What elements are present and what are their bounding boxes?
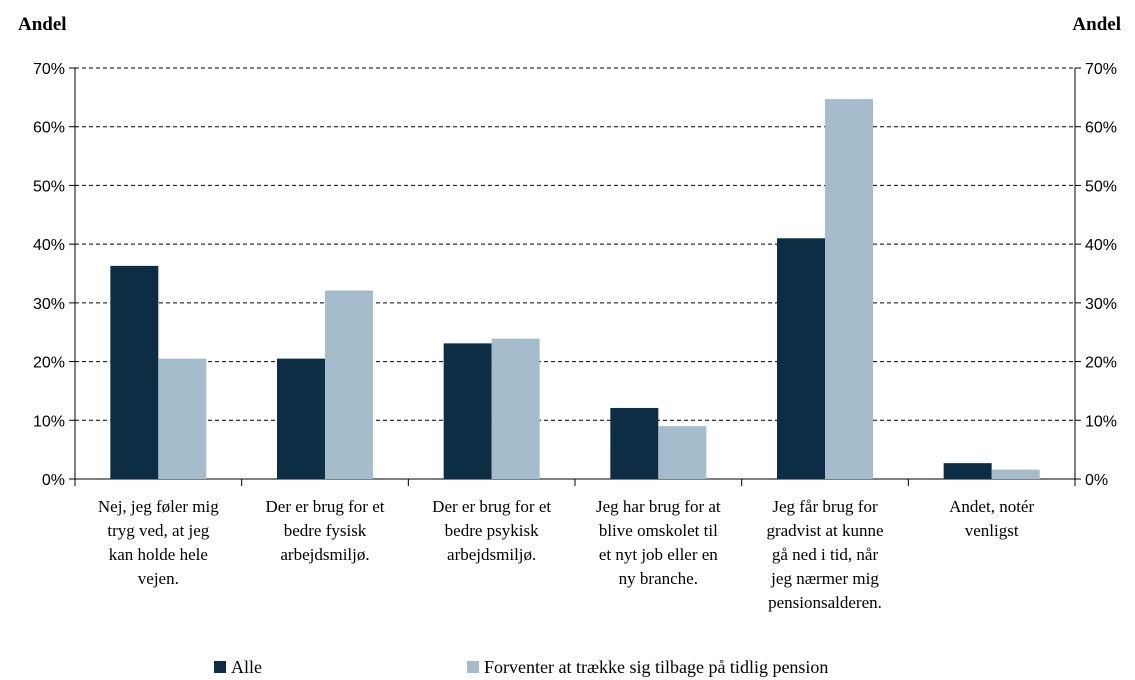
legend-item-series-2: Forventer at trække sig tilbage på tidli… [467, 656, 828, 678]
bar-series-1 [943, 463, 992, 479]
bar-series-1 [110, 265, 159, 479]
left-tick-label: 10% [33, 413, 65, 430]
bar-series-2 [991, 469, 1040, 479]
left-axis-title: Andel [18, 14, 67, 35]
left-tick-label: 50% [33, 178, 65, 195]
left-tick-label: 40% [33, 237, 65, 254]
right-tick-label: 70% [1085, 61, 1117, 78]
category-label: Der er brug for et bedre fysisk arbejdsm… [265, 497, 385, 564]
right-tick-label: 50% [1085, 178, 1117, 195]
bar-series-1 [277, 358, 325, 479]
right-tick-label: 30% [1085, 296, 1117, 313]
category-label: Der er brug for et bedre psykisk arbejds… [432, 497, 552, 564]
legend-label-series-1: Alle [231, 656, 262, 677]
category-label: Jeg har brug for at blive omskolet til e… [596, 497, 721, 588]
category-label: Jeg får brug for gradvist at kunne gå ne… [766, 497, 884, 612]
legend-item-series-1: Alle [214, 656, 262, 678]
right-tick-label: 60% [1085, 120, 1117, 137]
bar-series-2 [325, 290, 373, 479]
bar-series-1 [777, 238, 825, 479]
legend-swatch-series-1 [214, 661, 226, 673]
right-tick-label: 10% [1085, 413, 1117, 430]
bar-series-2 [825, 99, 873, 480]
right-tick-label: 40% [1085, 237, 1117, 254]
right-tick-label: 0% [1085, 472, 1108, 489]
bar-series-2 [658, 426, 707, 479]
category-label: Andet, notér venligst [949, 497, 1035, 540]
bar-series-1 [610, 407, 659, 479]
left-tick-label: 70% [33, 61, 65, 78]
left-tick-label: 60% [33, 120, 65, 137]
left-tick-label: 30% [33, 296, 65, 313]
category-label: Nej, jeg føler mig tryg ved, at jeg kan … [97, 497, 219, 588]
right-axis-title: Andel [1072, 14, 1121, 35]
legend-swatch-series-2 [467, 661, 479, 673]
bar-series-1 [443, 343, 492, 479]
bar-series-2 [158, 358, 207, 479]
right-tick-label: 20% [1085, 355, 1117, 372]
left-tick-label: 0% [42, 472, 65, 489]
legend-label-series-2: Forventer at trække sig tilbage på tidli… [484, 656, 829, 677]
left-tick-label: 20% [33, 355, 65, 372]
bar-series-2 [491, 338, 540, 479]
